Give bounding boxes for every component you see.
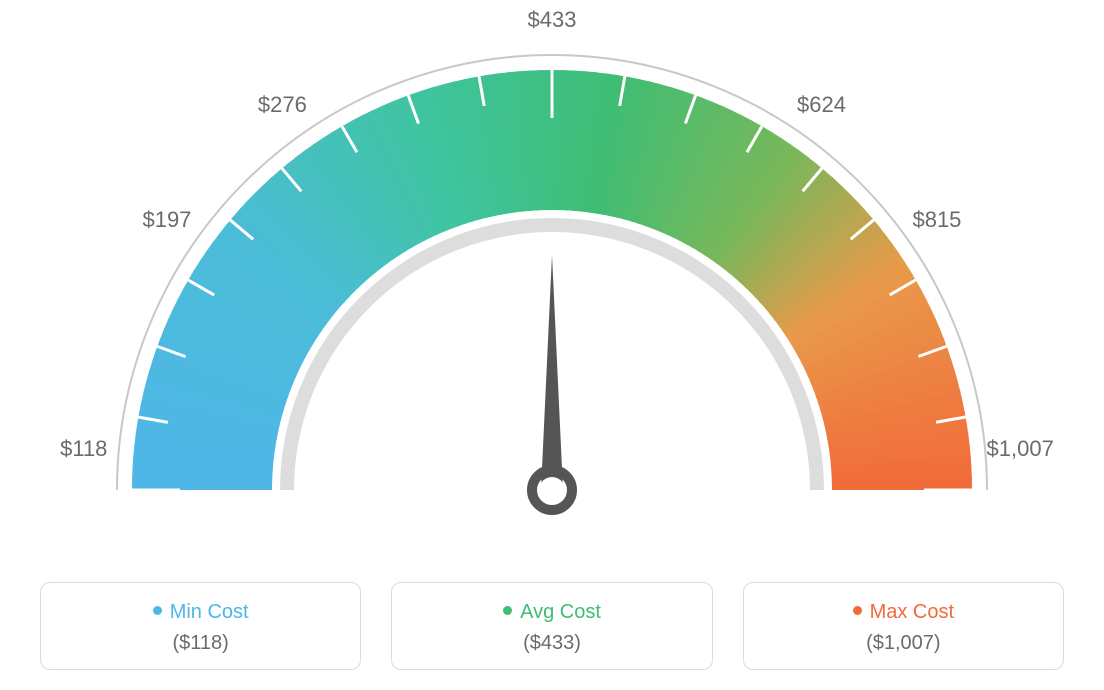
gauge: $118 $197 $276 $433 $624 $815 $1,007 <box>0 0 1104 570</box>
gauge-tick-label: $815 <box>912 207 961 233</box>
min-cost-label: Min Cost <box>170 601 249 623</box>
max-cost-label: Max Cost <box>870 601 954 623</box>
avg-cost-title: Avg Cost <box>402 601 701 624</box>
gauge-tick-label: $433 <box>528 7 577 33</box>
gauge-tick-label: $624 <box>797 92 846 118</box>
gauge-svg <box>0 0 1104 570</box>
avg-cost-dot <box>503 606 512 615</box>
min-cost-card: Min Cost ($118) <box>40 582 361 670</box>
gauge-chart-container: $118 $197 $276 $433 $624 $815 $1,007 Min Cost … <box>0 0 1104 690</box>
avg-cost-value: ($433) <box>402 632 701 655</box>
avg-cost-card: Avg Cost ($433) <box>391 582 712 670</box>
gauge-tick-label: $197 <box>142 207 191 233</box>
summary-cards: Min Cost ($118) Avg Cost ($433) Max Cost… <box>40 582 1064 670</box>
gauge-tick-label: $118 <box>60 436 107 462</box>
min-cost-value: ($118) <box>51 632 350 655</box>
max-cost-title: Max Cost <box>754 601 1053 624</box>
avg-cost-label: Avg Cost <box>520 601 601 623</box>
max-cost-dot <box>853 606 862 615</box>
gauge-tick-label: $1,007 <box>987 436 1054 462</box>
min-cost-dot <box>153 606 162 615</box>
max-cost-value: ($1,007) <box>754 632 1053 655</box>
min-cost-title: Min Cost <box>51 601 350 624</box>
max-cost-card: Max Cost ($1,007) <box>743 582 1064 670</box>
gauge-tick-label: $276 <box>258 92 307 118</box>
